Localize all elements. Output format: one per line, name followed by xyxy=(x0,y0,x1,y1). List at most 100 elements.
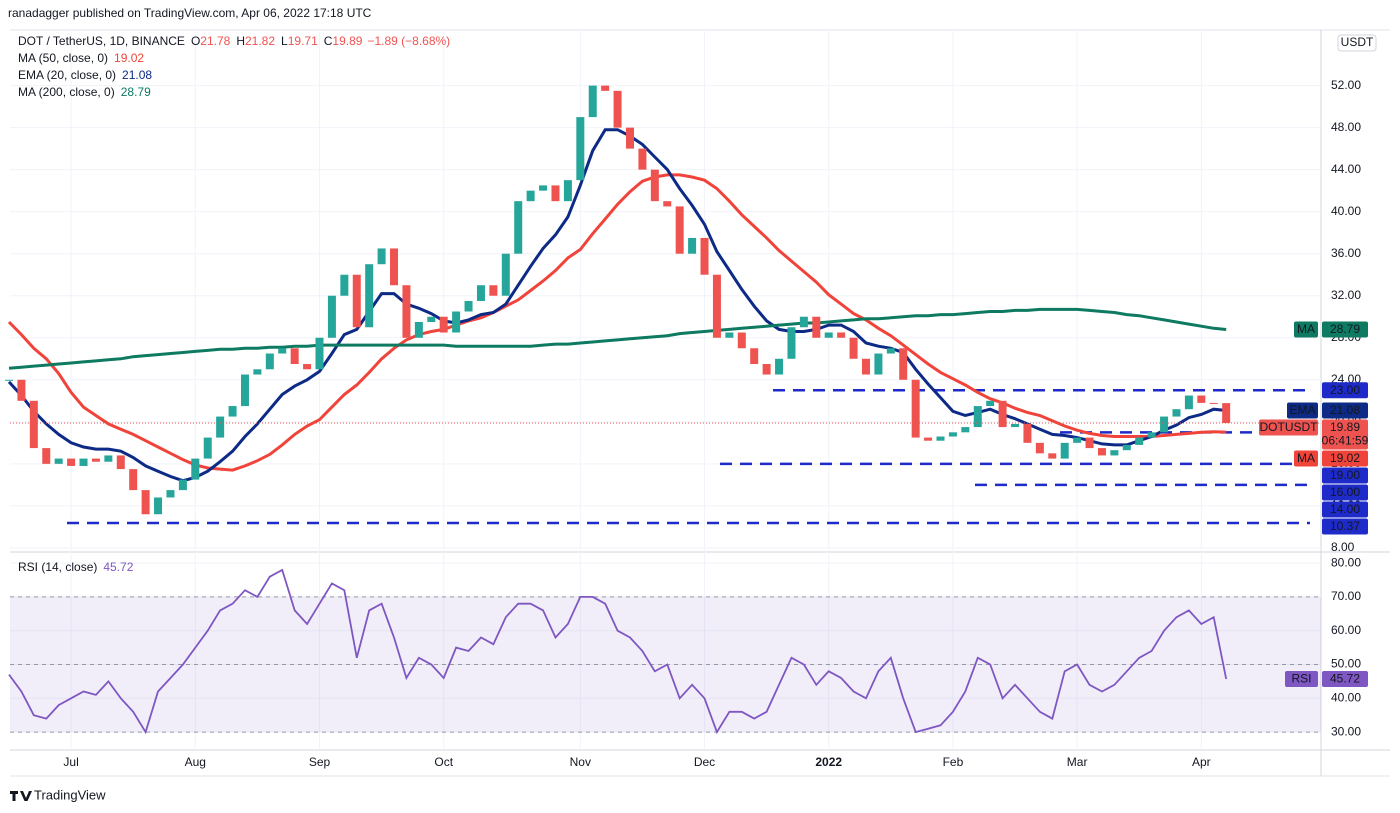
candle xyxy=(489,285,498,296)
badge-value-box xyxy=(1322,467,1368,484)
badge-value: 16.00 xyxy=(1330,485,1360,499)
candle xyxy=(626,127,634,149)
badge-label: MA xyxy=(1297,322,1315,336)
candle xyxy=(1085,437,1094,449)
candle xyxy=(1147,432,1156,438)
y-tick-label: 40.00 xyxy=(1331,204,1361,218)
x-tick-label: 2022 xyxy=(815,755,842,769)
legend-text: MA (50, close, 0) xyxy=(18,51,108,65)
badge-label-box xyxy=(1294,450,1318,467)
rsi-pane xyxy=(8,568,1321,735)
badge-value-box xyxy=(1322,382,1368,399)
candle xyxy=(1222,403,1231,423)
badge-label-box xyxy=(1287,402,1318,419)
candle xyxy=(141,490,150,515)
badge-label: EMA xyxy=(1289,403,1315,417)
candle xyxy=(42,448,51,464)
candle xyxy=(390,248,399,286)
y-tick-label: 52.00 xyxy=(1331,78,1361,92)
candle xyxy=(514,201,523,254)
candle xyxy=(551,185,560,202)
legend-entry: MA (200, close, 0) 28.79 xyxy=(18,85,151,99)
indicator-line xyxy=(7,128,1227,483)
candle xyxy=(166,490,175,498)
candle xyxy=(1011,423,1020,428)
candle xyxy=(861,358,870,375)
x-tick-label: Mar xyxy=(1067,755,1088,769)
candle xyxy=(924,437,933,441)
candle xyxy=(775,358,784,375)
candle xyxy=(899,348,908,380)
candle xyxy=(1035,442,1044,454)
badge-value: 19.89 xyxy=(1330,420,1360,434)
candle xyxy=(1209,402,1218,404)
legend-text: 19.02 xyxy=(114,51,144,65)
candle xyxy=(290,348,299,365)
badge-label: RSI xyxy=(1291,672,1311,686)
candle xyxy=(1048,453,1057,459)
price-badges: MA 28.79 23.00 EMA 21.08 DOTUSDT 19.8906:41:59… xyxy=(1259,321,1369,687)
candle xyxy=(452,311,461,333)
candle xyxy=(998,400,1007,428)
candle xyxy=(1197,395,1206,403)
legend-entry: RSI (14, close) 45.72 xyxy=(18,560,134,574)
badge-value: 28.79 xyxy=(1330,322,1360,336)
candle xyxy=(750,348,759,365)
legend-text: 45.72 xyxy=(103,560,133,574)
candle xyxy=(340,274,349,296)
badge-value: 19.02 xyxy=(1330,451,1360,465)
candle xyxy=(54,458,63,464)
candle xyxy=(725,332,734,338)
x-tick-label: Oct xyxy=(434,755,453,769)
candle xyxy=(352,274,361,328)
x-tick-label: Apr xyxy=(1192,755,1211,769)
badge-value-box xyxy=(1322,419,1368,450)
candle xyxy=(67,458,76,466)
candle xyxy=(1160,416,1169,433)
badge-label-box xyxy=(1294,321,1318,338)
candle xyxy=(986,400,995,407)
badge-label: DOTUSDT xyxy=(1260,420,1319,434)
candle xyxy=(377,248,386,265)
badge-value: 10.37 xyxy=(1330,519,1360,533)
candle xyxy=(650,169,659,202)
badge-value-box xyxy=(1322,518,1368,535)
legend-text: O xyxy=(191,34,200,48)
candle xyxy=(638,148,647,170)
candle xyxy=(874,353,883,375)
legend-text: EMA (20, close, 0) xyxy=(18,68,116,82)
x-tick-label: Feb xyxy=(943,755,964,769)
candle xyxy=(601,85,610,91)
badge-value: 14.00 xyxy=(1330,502,1360,516)
legend-text: −1.89 (−8.68%) xyxy=(367,34,450,48)
candle xyxy=(1097,448,1106,456)
currency-box xyxy=(1337,34,1377,52)
candle xyxy=(948,432,957,437)
candle xyxy=(476,285,485,301)
candle xyxy=(936,436,945,441)
badge-label-box xyxy=(1285,670,1318,687)
candle xyxy=(315,337,324,370)
candle xyxy=(427,316,436,322)
candle xyxy=(365,264,374,328)
legend-text: MA (200, close, 0) xyxy=(18,85,115,99)
legend-text: DOT / TetherUS, 1D, BINANCE xyxy=(18,34,185,48)
legend-text: L xyxy=(281,34,288,48)
legend-title: DOT / TetherUS, 1D, BINANCE O21.78 H21.82 L… xyxy=(18,34,450,48)
legend-entry: MA (50, close, 0) 19.02 xyxy=(18,51,144,65)
candle xyxy=(1023,423,1032,443)
countdown: 06:41:59 xyxy=(1322,434,1369,448)
candle xyxy=(576,117,585,181)
candle xyxy=(613,90,622,128)
candle xyxy=(116,455,125,470)
legend-text: RSI (14, close) xyxy=(18,560,97,574)
y-tick-label: 50.00 xyxy=(1331,657,1361,671)
x-tick-label: Aug xyxy=(185,755,206,769)
y-tick-label: 32.00 xyxy=(1331,288,1361,302)
y-tick-label: 36.00 xyxy=(1331,246,1361,260)
candle xyxy=(17,379,26,401)
candle xyxy=(178,479,187,491)
candle xyxy=(911,379,920,438)
x-tick-label: Sep xyxy=(309,755,331,769)
